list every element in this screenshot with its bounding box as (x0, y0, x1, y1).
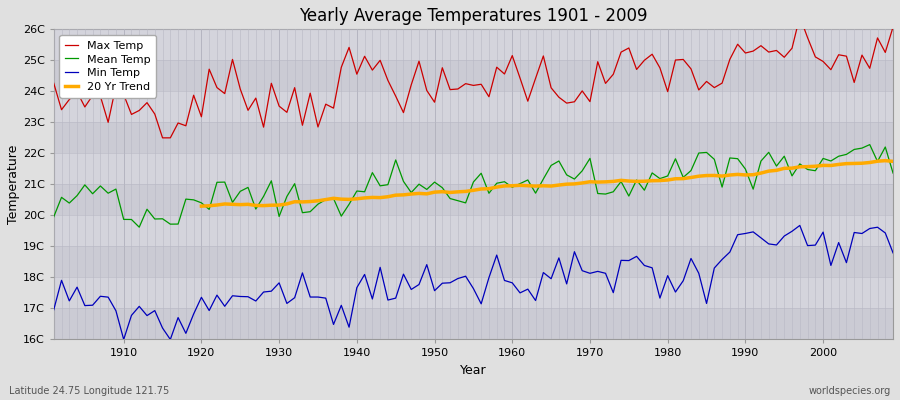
Max Temp (507, 53, 517, 58)
Mean Temp (49, 214, 59, 219)
20 Yr Trend (887, 159, 898, 164)
Mean Temp (507, 185, 517, 190)
Min Temp (49, 307, 59, 312)
Bar (54, 246, 893, 278)
Bar (54, 60, 893, 91)
Text: worldspecies.org: worldspecies.org (809, 386, 891, 396)
Bar (54, 91, 893, 122)
20 Yr Trend (880, 158, 891, 163)
Y-axis label: Temperature: Temperature (7, 145, 20, 224)
Mean Temp (608, 189, 618, 194)
X-axis label: Year: Year (460, 364, 487, 377)
Max Temp (608, 72, 618, 77)
Min Temp (336, 303, 346, 308)
Mean Temp (515, 181, 526, 186)
Mean Temp (289, 181, 300, 186)
Max Temp (289, 85, 300, 90)
Max Temp (515, 76, 526, 80)
20 Yr Trend (771, 168, 782, 173)
Mean Temp (336, 214, 346, 218)
Bar (54, 29, 893, 60)
Max Temp (111, 84, 122, 88)
Max Temp (795, 14, 806, 19)
Mean Temp (111, 187, 122, 192)
Mean Temp (864, 142, 875, 147)
Min Temp (118, 337, 129, 342)
20 Yr Trend (857, 161, 868, 166)
20 Yr Trend (678, 176, 688, 181)
Bar (54, 308, 893, 340)
20 Yr Trend (787, 166, 797, 170)
Bar (54, 278, 893, 308)
Max Temp (336, 65, 346, 70)
Mean Temp (887, 171, 898, 176)
20 Yr Trend (406, 192, 417, 196)
Max Temp (887, 25, 898, 30)
Min Temp (887, 250, 898, 255)
Title: Yearly Average Temperatures 1901 - 2009: Yearly Average Temperatures 1901 - 2009 (299, 7, 648, 25)
Bar (54, 215, 893, 246)
Mean Temp (134, 225, 145, 230)
Bar (54, 122, 893, 153)
Min Temp (507, 280, 517, 285)
Line: Mean Temp: Mean Temp (54, 145, 893, 227)
Min Temp (289, 295, 300, 300)
Line: 20 Yr Trend: 20 Yr Trend (202, 161, 893, 206)
Max Temp (49, 81, 59, 86)
Bar (54, 153, 893, 184)
Text: Latitude 24.75 Longitude 121.75: Latitude 24.75 Longitude 121.75 (9, 386, 169, 396)
20 Yr Trend (289, 199, 300, 204)
Bar (54, 184, 893, 215)
Max Temp (158, 136, 168, 140)
Line: Max Temp: Max Temp (54, 16, 893, 138)
Min Temp (608, 290, 618, 295)
Min Temp (111, 308, 122, 313)
Min Temp (795, 223, 806, 228)
Line: Min Temp: Min Temp (54, 226, 893, 340)
Legend: Max Temp, Mean Temp, Min Temp, 20 Yr Trend: Max Temp, Mean Temp, Min Temp, 20 Yr Tre… (59, 35, 157, 98)
Min Temp (515, 290, 526, 295)
20 Yr Trend (196, 204, 207, 208)
